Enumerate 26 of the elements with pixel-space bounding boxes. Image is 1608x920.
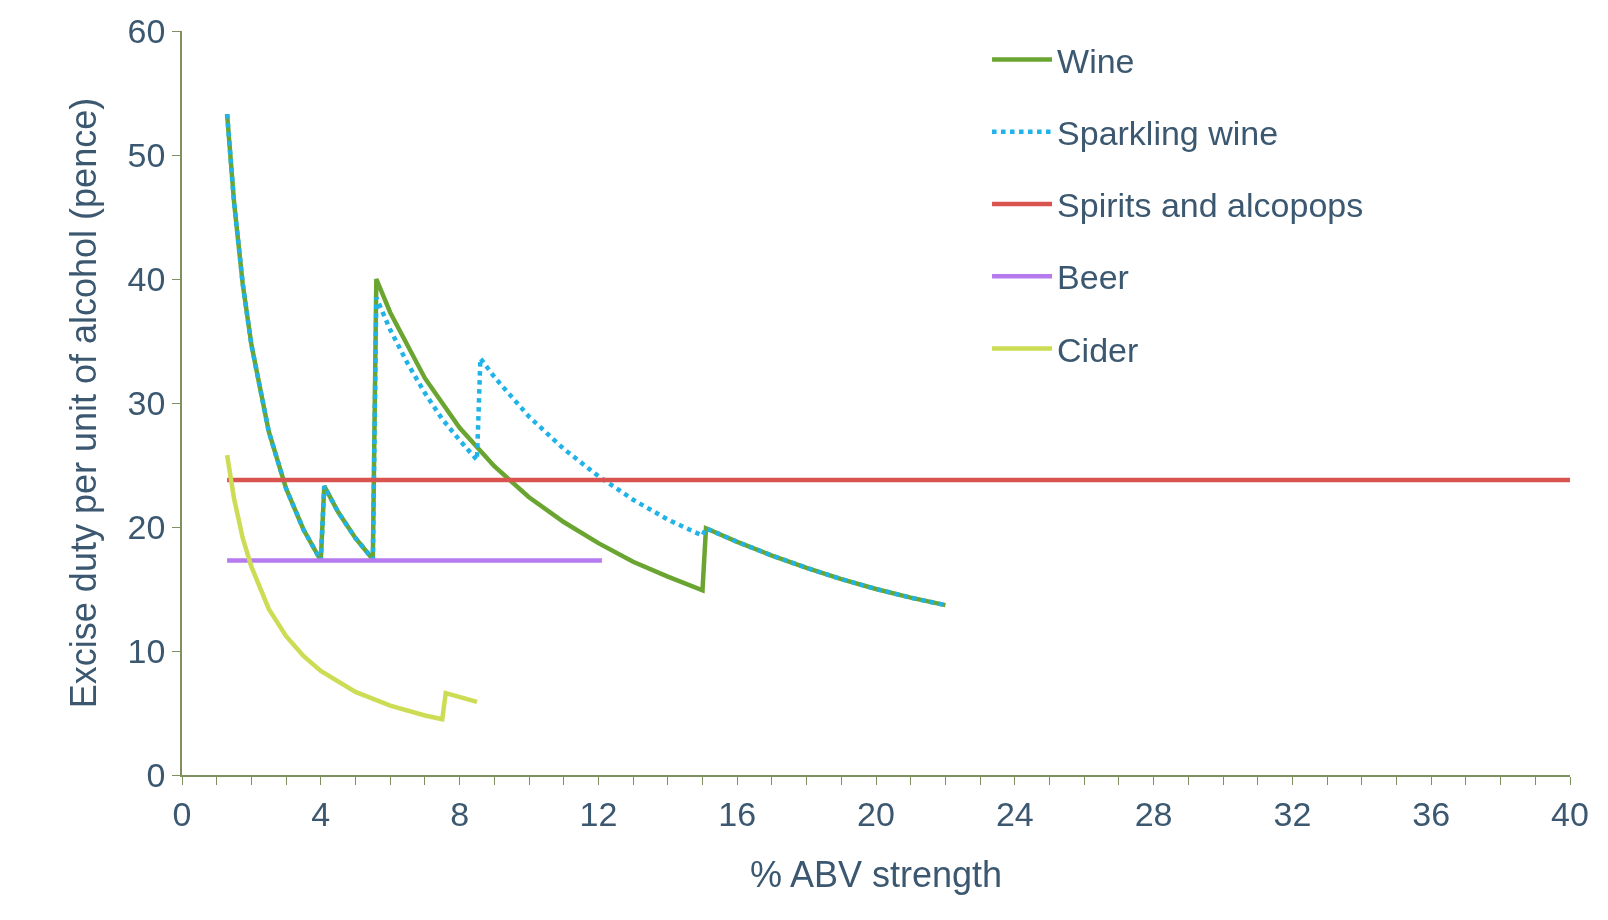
y-tick-label: 60 xyxy=(127,11,166,50)
x-tick-label: 40 xyxy=(1551,794,1589,833)
legend-label: Wine xyxy=(1057,41,1135,80)
legend-label: Sparkling wine xyxy=(1057,114,1279,153)
x-tick-label: 28 xyxy=(1134,794,1173,833)
y-tick-label: 50 xyxy=(127,135,166,174)
x-tick-label: 8 xyxy=(450,794,470,833)
x-tick-label: 32 xyxy=(1273,794,1312,833)
y-tick-label: 30 xyxy=(127,383,166,422)
x-tick-label: 20 xyxy=(857,794,895,833)
x-tick-label: 4 xyxy=(311,794,331,833)
x-tick-label: 12 xyxy=(579,794,618,833)
legend-label: Beer xyxy=(1057,258,1129,297)
x-tick-label: 16 xyxy=(718,794,757,833)
y-tick-label: 0 xyxy=(146,755,166,794)
y-tick-label: 10 xyxy=(127,631,166,670)
legend-label: Cider xyxy=(1057,330,1139,369)
y-axis-title: Excise duty per unit of alcohol (pence) xyxy=(63,97,105,709)
x-axis-title: % ABV strength xyxy=(749,853,1003,895)
x-tick-label: 36 xyxy=(1412,794,1451,833)
x-tick-label: 24 xyxy=(995,794,1034,833)
x-tick-label: 0 xyxy=(172,794,192,833)
y-tick-label: 20 xyxy=(127,507,166,546)
y-tick-label: 40 xyxy=(127,259,166,298)
line-series xyxy=(224,452,480,722)
legend-label: Spirits and alcopops xyxy=(1057,186,1364,225)
